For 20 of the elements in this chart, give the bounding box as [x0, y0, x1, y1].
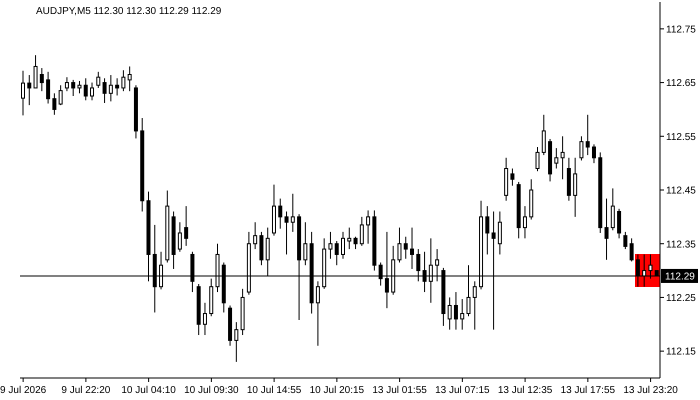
ref-line-label: 112.29: [665, 271, 696, 282]
x-tick-label: 10 Jul 04:10: [121, 385, 176, 396]
x-tick-label: 10 Jul 20:15: [310, 385, 365, 396]
x-tick-label: 9 Jul 22:20: [61, 385, 111, 396]
y-tick-label: 112.65: [666, 78, 696, 90]
y-tick-label: 112.55: [666, 132, 696, 143]
x-tick-label: 13 Jul 01:55: [372, 385, 428, 396]
x-tick-label: 9 Jul 2026: [0, 385, 47, 396]
x-tick-label: 13 Jul 23:20: [623, 385, 678, 396]
x-tick-label: 13 Jul 17:55: [560, 385, 616, 396]
y-tick-label: 112.15: [666, 346, 696, 358]
y-tick-label: 112.45: [666, 186, 696, 197]
x-tick-label: 10 Jul 09:30: [184, 385, 240, 396]
y-tick-label: 112.35: [666, 239, 696, 250]
x-tick-label: 13 Jul 12:35: [498, 385, 553, 396]
x-tick-label: 10 Jul 14:55: [246, 385, 302, 396]
y-tick-label: 112.75: [666, 24, 696, 36]
x-tick-label: 13 Jul 07:15: [435, 385, 490, 396]
chart-title: AUDJPY,M5 112.30 112.30 112.29 112.29: [36, 6, 222, 18]
y-tick-label: 112.25: [666, 292, 696, 304]
